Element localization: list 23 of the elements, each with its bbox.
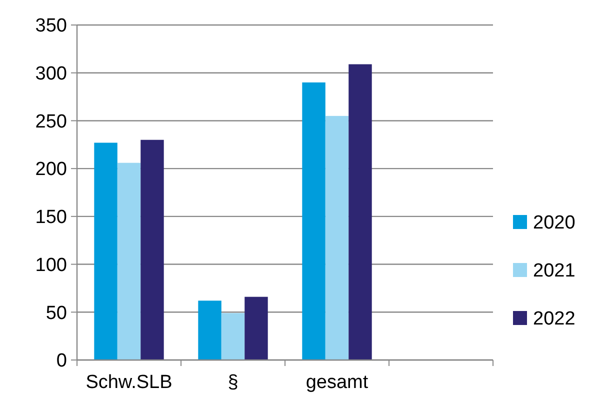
y-tick-label: 0 [56,350,67,372]
y-tick-label: 150 [35,207,67,228]
legend-label: 2021 [533,260,576,282]
y-tick-label: 300 [35,64,67,85]
x-tick-label: Schw.SLB [86,372,172,393]
y-tick-label: 200 [35,159,67,180]
bar [221,313,245,360]
y-tick-label: 100 [35,254,67,276]
bar [94,142,118,360]
y-tick-label: 350 [35,16,67,37]
x-tick-label: § [228,372,238,393]
x-tick-label: gesamt [306,372,369,393]
bar [140,140,164,360]
y-tick-label: 250 [35,111,67,132]
bar [244,296,268,360]
legend-label: 2020 [533,212,576,234]
bar [117,162,141,360]
y-tick-label: 50 [46,302,67,324]
bar [198,300,222,360]
bar [302,82,326,360]
legend-label: 2022 [533,308,576,330]
bar [348,64,372,360]
bar [325,116,349,360]
